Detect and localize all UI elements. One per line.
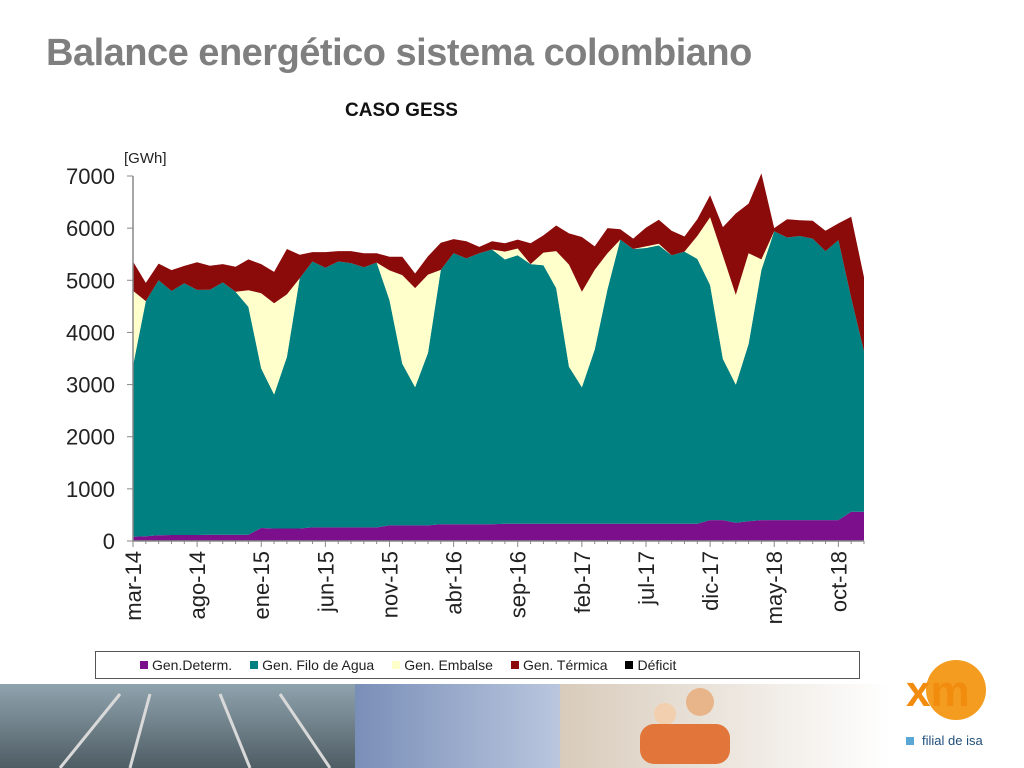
- x-tick-label: jun-15: [313, 551, 338, 613]
- x-tick-label: nov-15: [377, 551, 402, 618]
- legend-item: Gen. Embalse: [392, 657, 493, 673]
- legend-label: Déficit: [637, 657, 677, 673]
- svg-text:xm: xm: [906, 667, 970, 716]
- area-series-0: [133, 511, 864, 541]
- y-tick-label: 2000: [66, 425, 115, 450]
- legend-label: Gen. Térmica: [522, 657, 608, 673]
- slide-title: Balance energético sistema colombiano: [46, 32, 752, 74]
- legend-item: Gen. Térmica: [510, 657, 608, 673]
- x-tick-label: ago-14: [185, 551, 210, 620]
- x-tick-label: sep-16: [506, 551, 531, 618]
- logo-subtitle-text: filial de isa: [922, 733, 983, 748]
- y-tick-label: 1000: [66, 477, 115, 502]
- y-tick-label: 6000: [66, 216, 115, 241]
- y-tick-label: 3000: [66, 373, 115, 398]
- legend-item: Gen. Filo de Agua: [250, 657, 374, 673]
- y-tick-label: 7000: [66, 164, 115, 189]
- x-tick-label: may-18: [762, 551, 787, 624]
- chart-title: CASO GESS: [345, 100, 458, 121]
- x-tick-label: jul-17: [634, 551, 659, 606]
- area-layers: [133, 173, 864, 541]
- y-tick-label: 0: [103, 529, 115, 554]
- legend-swatch: [250, 661, 259, 669]
- logo-square-icon: [906, 736, 914, 745]
- y-tick-label: 4000: [66, 320, 115, 345]
- axes: [132, 176, 864, 542]
- legend-swatch: [140, 661, 148, 669]
- xm-logo: xm: [906, 660, 986, 720]
- stacked-area-chart: 0 1000 2000 3000 4000 5000 6000 7000 mar-14 ago-…: [66, 164, 865, 624]
- legend-swatch: [392, 661, 401, 669]
- legend-label: Gen. Embalse: [404, 657, 493, 673]
- legend-label: Gen.Determ.: [152, 657, 233, 673]
- area-series-2: [133, 217, 864, 395]
- y-axis-unit-label: [GWh]: [124, 150, 167, 167]
- x-tick-label: oct-18: [826, 551, 851, 612]
- city-map-photo: [355, 684, 560, 768]
- chart-legend: Gen.Determ. Gen. Filo de Agua Gen. Embalse…: [95, 651, 860, 679]
- footer-photo-strip: [0, 684, 890, 768]
- legend-item: Gen.Determ.: [140, 657, 232, 673]
- area-series-1: [133, 231, 864, 537]
- x-tick-labels: mar-14 ago-14 ene-15 jun-15 nov-15 abr-16 sep-…: [121, 541, 865, 624]
- logo-subtitle: filial de isa: [906, 733, 983, 748]
- x-tick-label: dic-17: [698, 551, 723, 611]
- legend-item: Déficit: [625, 657, 676, 673]
- x-tick-label: abr-16: [442, 551, 467, 615]
- legend-swatch: [625, 661, 634, 669]
- legend-label: Gen. Filo de Agua: [262, 657, 375, 673]
- x-tick-label: ene-15: [249, 551, 274, 620]
- x-tick-label: feb-17: [570, 551, 595, 613]
- y-tick-labels: 0 1000 2000 3000 4000 5000 6000 7000: [66, 164, 133, 554]
- legend-swatch: [510, 661, 519, 669]
- y-tick-label: 5000: [66, 268, 115, 293]
- x-tick-label: mar-14: [121, 551, 146, 621]
